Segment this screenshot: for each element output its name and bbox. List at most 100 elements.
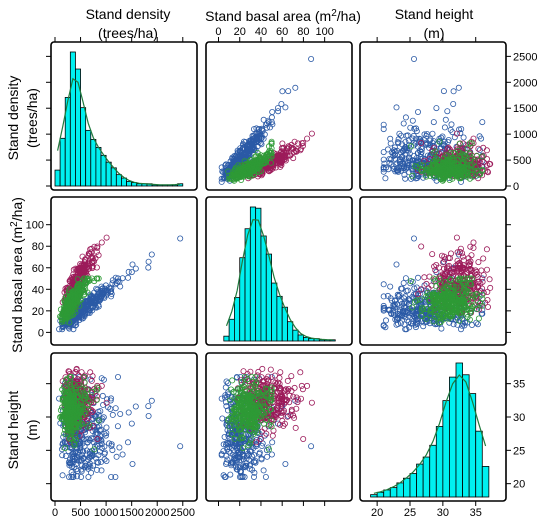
point-group-1 <box>218 178 225 185</box>
point-group-1 <box>239 151 246 158</box>
point-group-1 <box>62 452 69 459</box>
histogram-bar <box>59 137 66 187</box>
histogram-bar <box>75 68 81 187</box>
point-group-2 <box>304 135 311 142</box>
density-line <box>57 77 181 186</box>
point-group-2 <box>483 246 490 253</box>
point-group-1 <box>427 136 434 143</box>
point-group-2 <box>88 377 95 384</box>
point-group-2 <box>475 259 482 266</box>
point-group-1 <box>438 325 445 332</box>
point-group-1 <box>177 235 184 242</box>
point-group-3 <box>413 163 420 170</box>
point-group-3 <box>245 173 252 180</box>
point-group-1 <box>409 117 416 124</box>
point-group-3 <box>467 154 474 161</box>
point-group-1 <box>125 439 132 446</box>
point-group-1 <box>424 141 431 148</box>
point-group-1 <box>396 130 403 137</box>
point-group-1 <box>282 104 289 111</box>
point-group-1 <box>250 133 257 140</box>
point-group-2 <box>487 160 494 167</box>
point-group-1 <box>407 124 414 131</box>
point-group-2 <box>297 147 304 154</box>
point-group-2 <box>459 253 466 260</box>
point-group-1 <box>380 164 387 171</box>
point-group-3 <box>470 167 477 174</box>
point-group-1 <box>440 88 447 95</box>
point-group-1 <box>394 167 401 174</box>
point-group-1 <box>380 168 387 175</box>
point-group-2 <box>418 243 425 250</box>
point-group-2 <box>78 369 85 376</box>
point-group-1 <box>263 124 270 131</box>
point-group-1 <box>387 283 394 290</box>
histogram-bar <box>249 206 257 342</box>
point-group-2 <box>482 167 489 174</box>
panel-grid: 0 20 40 60 80 1000 500 1000 1500 2000 2500 20 25 30 35… <box>26 26 538 519</box>
point-group-2 <box>470 244 477 251</box>
point-group-1 <box>112 405 119 412</box>
panel-density-vs-basal <box>205 41 353 191</box>
point-group-1 <box>262 121 269 128</box>
point-group-2 <box>483 266 490 273</box>
point-group-2 <box>278 148 285 155</box>
point-group-1 <box>400 120 407 127</box>
point-group-2 <box>453 234 460 241</box>
point-group-1 <box>386 159 393 166</box>
point-group-2 <box>288 141 295 148</box>
histogram-bar <box>265 253 272 342</box>
point-group-1 <box>406 150 413 157</box>
point-group-1 <box>457 130 464 137</box>
histogram-bar <box>223 335 230 342</box>
point-group-1 <box>244 143 251 150</box>
point-group-2 <box>287 152 294 159</box>
point-group-1 <box>260 135 267 142</box>
point-group-1 <box>249 146 256 153</box>
point-group-1 <box>412 125 419 132</box>
point-group-2 <box>421 157 428 164</box>
point-group-2 <box>446 146 453 153</box>
point-group-1 <box>145 258 152 265</box>
point-group-3 <box>461 152 468 159</box>
point-group-1 <box>382 175 389 182</box>
point-group-1 <box>402 275 409 282</box>
point-group-1 <box>455 84 462 91</box>
point-group-1 <box>85 473 92 480</box>
point-group-3 <box>250 160 257 167</box>
point-group-1 <box>109 411 116 418</box>
row-label-height-1: Stand height <box>5 391 21 470</box>
point-group-3 <box>456 140 463 147</box>
point-group-1 <box>250 126 257 133</box>
point-group-1 <box>439 133 446 140</box>
histogram-bar <box>126 181 133 187</box>
point-group-3 <box>254 149 261 156</box>
point-group-1 <box>395 139 402 146</box>
point-group-1 <box>414 109 421 116</box>
point-group-1 <box>402 175 409 182</box>
point-group-3 <box>475 315 482 322</box>
point-group-2 <box>300 139 307 146</box>
point-group-1 <box>278 101 285 108</box>
point-group-1 <box>257 130 264 137</box>
point-group-1 <box>450 88 457 95</box>
point-group-1 <box>177 443 184 450</box>
point-group-1 <box>240 138 247 145</box>
point-group-1 <box>410 235 417 242</box>
point-group-1 <box>380 126 387 133</box>
point-group-2 <box>281 154 288 161</box>
point-group-3 <box>468 140 475 147</box>
point-group-1 <box>479 119 486 126</box>
point-group-2 <box>290 145 297 152</box>
point-group-1 <box>382 317 389 324</box>
point-group-1 <box>420 323 427 330</box>
point-group-2 <box>467 243 474 250</box>
point-group-1 <box>279 88 286 95</box>
col-label-height-1: Stand height <box>395 6 474 22</box>
point-group-3 <box>457 153 464 160</box>
point-group-1 <box>285 88 292 95</box>
point-group-2 <box>480 255 487 262</box>
point-group-1 <box>246 152 253 159</box>
point-group-1 <box>393 104 400 111</box>
